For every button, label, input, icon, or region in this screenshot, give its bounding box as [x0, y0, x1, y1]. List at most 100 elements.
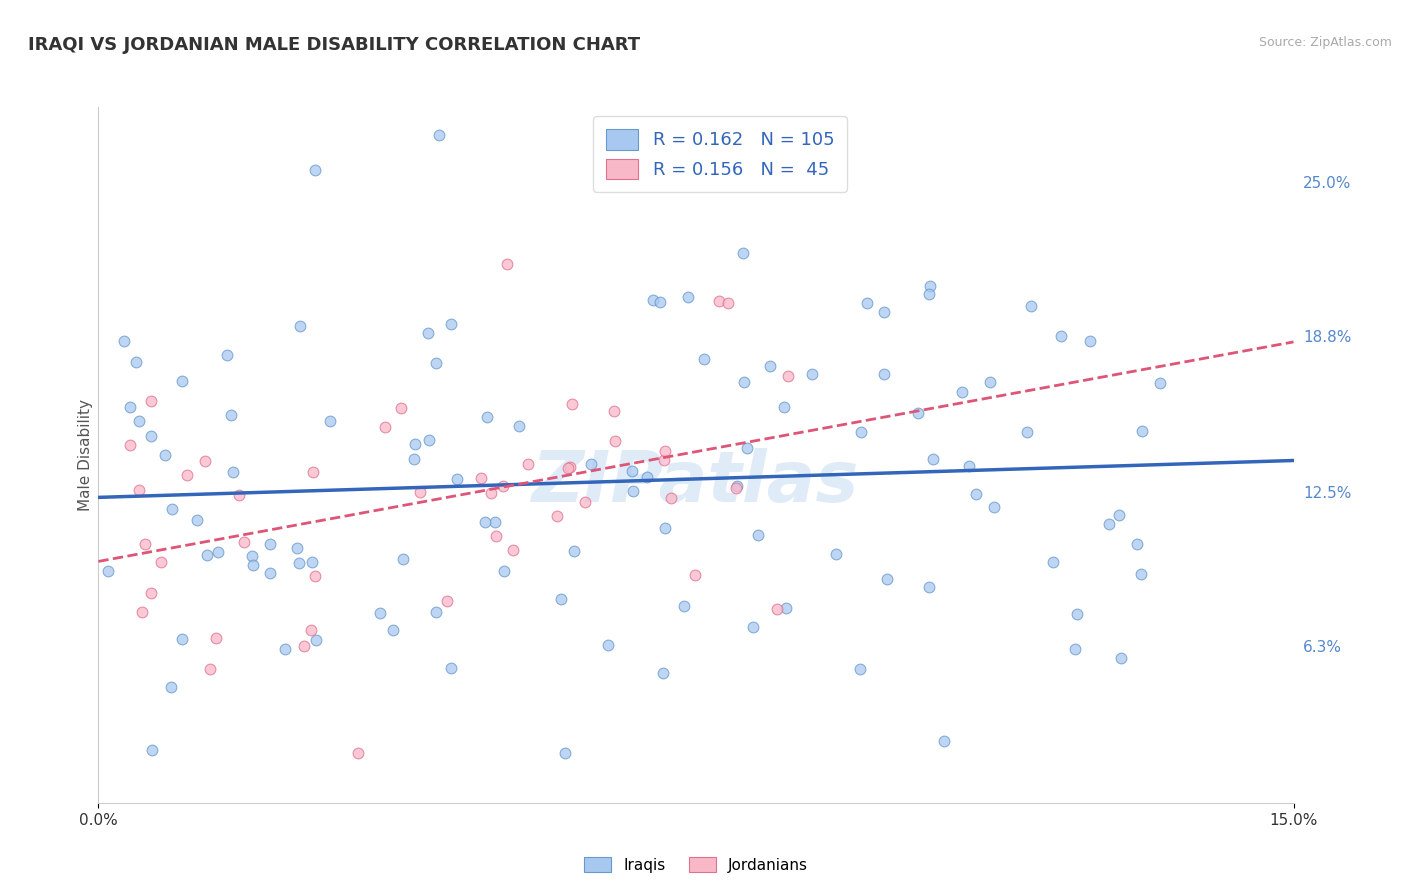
Point — [1078, 334, 1101, 348]
Point — [172, 374, 194, 388]
Point — [240, 549, 263, 563]
Point — [725, 478, 748, 492]
Point — [855, 296, 877, 310]
Point — [1149, 376, 1171, 390]
Point — [1109, 651, 1132, 665]
Point — [1130, 424, 1153, 438]
Point — [983, 500, 1005, 514]
Point — [824, 547, 846, 561]
Point — [775, 601, 797, 615]
Point — [382, 624, 405, 638]
Point — [233, 535, 256, 549]
Point — [907, 406, 929, 420]
Point — [922, 452, 945, 467]
Point — [621, 484, 644, 499]
Legend: Iraqis, Jordanians: Iraqis, Jordanians — [578, 850, 814, 879]
Point — [735, 441, 758, 455]
Point — [128, 483, 150, 497]
Point — [1017, 425, 1039, 440]
Point — [550, 592, 572, 607]
Point — [479, 486, 502, 500]
Point — [502, 543, 524, 558]
Point — [979, 375, 1001, 389]
Point — [290, 318, 312, 333]
Point — [274, 641, 297, 656]
Point — [678, 290, 700, 304]
Point — [299, 623, 322, 637]
Point — [118, 400, 141, 414]
Point — [228, 488, 250, 502]
Point — [648, 294, 671, 309]
Point — [683, 567, 706, 582]
Point — [425, 356, 447, 370]
Point — [346, 746, 368, 760]
Point — [1019, 300, 1042, 314]
Point — [176, 468, 198, 483]
Point — [288, 556, 311, 570]
Point — [560, 460, 582, 475]
Point — [636, 469, 658, 483]
Point — [134, 537, 156, 551]
Point — [672, 599, 695, 614]
Point — [404, 452, 426, 467]
Point — [436, 594, 458, 608]
Point — [97, 564, 120, 578]
Point — [392, 551, 415, 566]
Point — [301, 555, 323, 569]
Point — [1108, 508, 1130, 522]
Point — [876, 572, 898, 586]
Point — [643, 293, 665, 307]
Point — [1042, 555, 1064, 569]
Point — [285, 541, 308, 556]
Point — [651, 666, 673, 681]
Text: IRAQI VS JORDANIAN MALE DISABILITY CORRELATION CHART: IRAQI VS JORDANIAN MALE DISABILITY CORRE… — [28, 36, 640, 54]
Point — [305, 632, 328, 647]
Point — [374, 420, 396, 434]
Point — [707, 293, 730, 308]
Point — [1126, 537, 1149, 551]
Point — [425, 605, 447, 619]
Point — [139, 586, 162, 600]
Point — [957, 459, 980, 474]
Point — [733, 376, 755, 390]
Point — [652, 453, 675, 467]
Point — [917, 580, 939, 594]
Point — [765, 602, 787, 616]
Point — [301, 465, 323, 479]
Point — [114, 334, 136, 348]
Point — [742, 619, 765, 633]
Point — [204, 631, 226, 645]
Point — [724, 481, 747, 495]
Point — [292, 639, 315, 653]
Point — [932, 734, 955, 748]
Point — [654, 520, 676, 534]
Point — [517, 457, 540, 471]
Point — [918, 278, 941, 293]
Point — [150, 555, 173, 569]
Point — [427, 128, 450, 142]
Point — [120, 438, 142, 452]
Point — [747, 528, 769, 542]
Point — [160, 501, 183, 516]
Point — [546, 508, 568, 523]
Point — [1066, 607, 1088, 622]
Point — [873, 367, 896, 381]
Point — [654, 444, 676, 458]
Point — [492, 479, 515, 493]
Point — [918, 287, 941, 301]
Point — [446, 472, 468, 486]
Point — [125, 355, 148, 369]
Point — [872, 305, 894, 319]
Text: Source: ZipAtlas.com: Source: ZipAtlas.com — [1258, 36, 1392, 49]
Point — [554, 746, 576, 760]
Point — [801, 367, 824, 381]
Point — [304, 569, 326, 583]
Point — [159, 680, 181, 694]
Point — [562, 544, 585, 558]
Point — [222, 466, 245, 480]
Point — [485, 529, 508, 543]
Point — [1064, 642, 1087, 657]
Point — [304, 163, 326, 178]
Point — [128, 414, 150, 428]
Point — [851, 425, 873, 439]
